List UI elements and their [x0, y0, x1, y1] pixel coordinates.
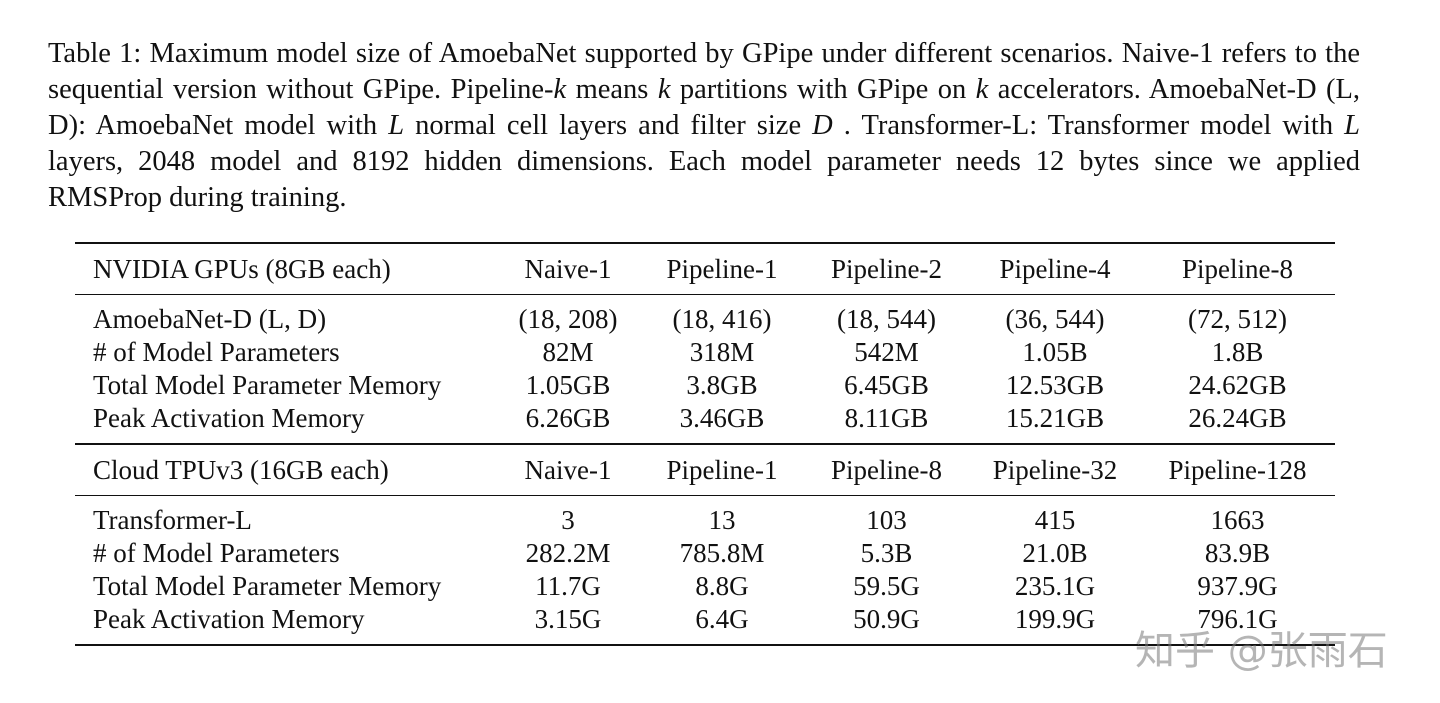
table-row: # of Model Parameters 282.2M 785.8M 5.3B 21.… — [75, 537, 1335, 570]
caption-math: L — [1344, 110, 1360, 141]
caption-text: . Transformer-L: Transformer model with — [832, 110, 1345, 141]
header-cell: Pipeline-32 — [992, 454, 1118, 485]
caption: Table 1: Maximum model size of AmoebaNet… — [48, 36, 1360, 216]
row-label: Total Model Parameter Memory — [93, 571, 442, 601]
row-label: Peak Activation Memory — [93, 403, 365, 433]
table-section: Cloud TPUv3 (16GB each) Naive-1 Pipeline-1… — [75, 444, 1335, 645]
table-row: Total Model Parameter Memory 11.7G 8.8G 59.… — [75, 570, 1335, 603]
table-cell: 542M — [854, 337, 919, 367]
header-cell: Naive-1 — [524, 253, 612, 284]
table-cell: (72, 512) — [1188, 304, 1287, 334]
table-cell: (36, 544) — [1005, 304, 1105, 334]
table-cell: 83.9B — [1204, 538, 1271, 568]
table-cell: 26.24GB — [1188, 403, 1287, 433]
table-row: Peak Activation Memory 3.15G 6.4G 50.9G 199.… — [75, 603, 1335, 645]
header-row: Cloud TPUv3 (16GB each) Naive-1 Pipeline-1… — [75, 444, 1335, 496]
table-cell: (18, 208) — [518, 304, 618, 334]
header-cell: Pipeline-1 — [666, 253, 778, 284]
table-cell: 1.05B — [1022, 337, 1088, 367]
row-label: Total Model Parameter Memory — [93, 370, 442, 400]
table-row: # of Model Parameters 82M 318M 542M 1.05B 1.8… — [75, 336, 1335, 369]
caption-text: normal cell layers and filter size — [404, 110, 813, 141]
row-label: Transformer-L — [93, 505, 252, 535]
table-row: Total Model Parameter Memory 1.05GB 3.8GB 6… — [75, 369, 1335, 402]
caption-text: partitions with GPipe on — [670, 74, 976, 105]
table-cell: 15.21GB — [1005, 403, 1105, 433]
table-cell: 5.3B — [860, 538, 913, 568]
header-cell: Pipeline-4 — [999, 253, 1111, 284]
table-cell: 13 — [708, 505, 736, 535]
header-cell: Pipeline-8 — [831, 454, 942, 485]
table-cell: (18, 544) — [837, 304, 936, 334]
caption-text: means — [566, 74, 658, 105]
row-label: # of Model Parameters — [93, 538, 340, 568]
table-cell: 235.1G — [1014, 571, 1096, 601]
header-cell: NVIDIA GPUs (8GB each) — [93, 253, 391, 284]
caption-math: k — [553, 74, 567, 105]
table-cell: 318M — [689, 337, 755, 367]
table-cell: 1663 — [1210, 505, 1265, 535]
table-row: Transformer-L 3 13 103 415 1663 — [75, 496, 1335, 538]
table-cell: 785.8M — [679, 538, 765, 568]
table-cell: 1.8B — [1211, 337, 1264, 367]
header-cell: Naive-1 — [524, 454, 612, 485]
table-cell: 82M — [542, 337, 594, 367]
table-cell: 6.26GB — [525, 403, 611, 433]
row-label: Peak Activation Memory — [93, 604, 365, 634]
table-cell: 8.11GB — [844, 403, 929, 433]
caption-math: D — [812, 110, 833, 141]
caption-text: layers, 2048 model and 8192 hidden dimen… — [48, 146, 1360, 213]
row-label: AmoebaNet-D (L, D) — [93, 304, 327, 334]
table-cell: 937.9G — [1197, 571, 1278, 601]
table-cell: 796.1G — [1197, 604, 1278, 634]
table-cell: 24.62GB — [1188, 370, 1287, 400]
table-cell: 415 — [1034, 505, 1076, 535]
table-cell: 282.2M — [525, 538, 611, 568]
table-cell: 6.4G — [695, 604, 749, 634]
caption-math: k — [975, 74, 989, 105]
table-section: NVIDIA GPUs (8GB each) Naive-1 Pipeline-1 P… — [75, 243, 1335, 444]
header-cell: Pipeline-1 — [666, 454, 778, 485]
table-cell: 12.53GB — [1005, 370, 1105, 400]
table-cell: 6.45GB — [844, 370, 929, 400]
header-row: NVIDIA GPUs (8GB each) Naive-1 Pipeline-1 P… — [75, 243, 1335, 295]
header-cell: Cloud TPUv3 (16GB each) — [93, 454, 389, 485]
table-cell: 50.9G — [853, 604, 920, 634]
table-cell: 8.8G — [695, 571, 749, 601]
caption-math: L — [388, 110, 405, 141]
caption-text: Table 1: Maximum model size of AmoebaNet… — [48, 38, 1360, 105]
table-cell: (18, 416) — [672, 304, 772, 334]
caption-text: accelerators. AmoebaNet-D (L, D): Amoeba… — [48, 74, 1360, 141]
table-cell: 21.0B — [1022, 538, 1088, 568]
table-cell: 11.7G — [535, 571, 601, 601]
caption-math: k — [657, 74, 671, 105]
table-row: Peak Activation Memory 6.26GB 3.46GB 8.11GB… — [75, 402, 1335, 444]
header-cell: Pipeline-128 — [1168, 454, 1307, 485]
watermark: 知乎 @张雨石 — [1135, 628, 1388, 674]
table-cell: 199.9G — [1014, 604, 1096, 634]
table-cell: 59.5G — [853, 571, 920, 601]
table-cell: 3 — [561, 505, 575, 535]
table-cell: 1.05GB — [525, 370, 611, 400]
table-cell: 3.8GB — [686, 370, 758, 400]
table-row: AmoebaNet-D (L, D) (18, 208) (18, 416) (18,… — [75, 295, 1335, 337]
table-cell: 3.46GB — [679, 403, 765, 433]
table-cell: 103 — [866, 505, 907, 535]
row-label: # of Model Parameters — [93, 337, 340, 367]
results-table: NVIDIA GPUs (8GB each) Naive-1 Pipeline-1 P… — [75, 242, 1335, 646]
table-cell: 3.15G — [534, 604, 602, 634]
header-cell: Pipeline-2 — [831, 253, 942, 284]
header-cell: Pipeline-8 — [1182, 253, 1293, 284]
